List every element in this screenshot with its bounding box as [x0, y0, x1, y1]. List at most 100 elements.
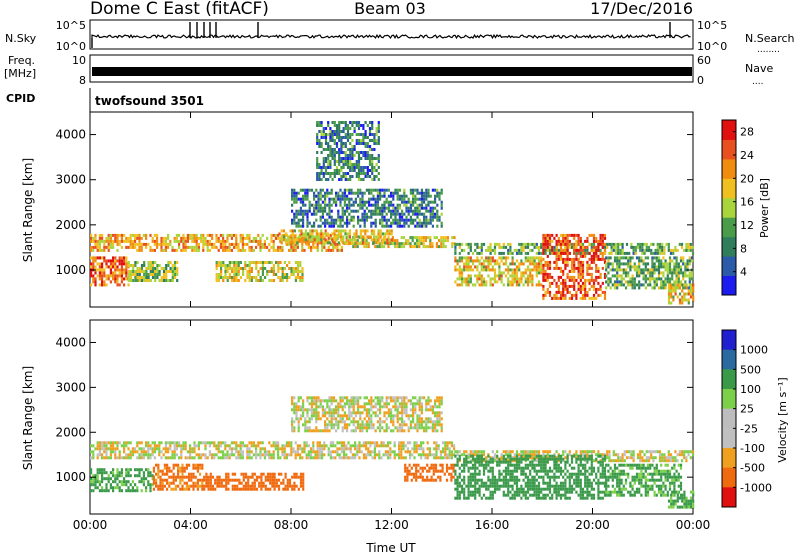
heatmap-cell	[299, 444, 302, 448]
heatmap-cell	[409, 221, 412, 225]
heatmap-cell	[491, 268, 494, 272]
heatmap-cell	[304, 209, 307, 213]
heatmap-cell	[417, 444, 420, 448]
heatmap-cell	[315, 209, 318, 213]
heatmap-cell	[533, 450, 536, 454]
heatmap-cell	[653, 283, 656, 287]
heatmap-cell	[562, 272, 565, 276]
heatmap-cell	[182, 242, 185, 246]
heatmap-cell	[624, 274, 628, 278]
heatmap-cell	[581, 287, 585, 291]
heatmap-cell	[668, 259, 672, 263]
heatmap-cell	[638, 271, 641, 275]
heatmap-cell	[351, 444, 354, 448]
heatmap-cell	[195, 453, 198, 457]
heatmap-cell	[679, 256, 683, 260]
heatmap-cell	[155, 478, 158, 482]
heatmap-cell	[368, 154, 372, 157]
heatmap-cell	[425, 209, 428, 213]
heatmap-cell	[592, 254, 596, 258]
heatmap-cell	[136, 474, 139, 478]
heatmap-cell	[204, 239, 207, 243]
heatmap-cell	[557, 251, 560, 255]
heatmap-cell	[454, 280, 457, 284]
heatmap-cell	[683, 298, 686, 302]
heatmap-cell	[327, 121, 330, 124]
colorbar-swatch	[722, 158, 736, 179]
heatmap-cell	[271, 478, 274, 482]
heatmap-cell	[660, 277, 663, 281]
heatmap-cell	[645, 450, 648, 454]
heatmap-cell	[230, 248, 233, 252]
heatmap-cell	[272, 444, 275, 448]
heatmap-cell	[412, 212, 415, 216]
heatmap-cell	[504, 259, 508, 263]
heatmap-cell	[272, 456, 275, 460]
heatmap-cell	[341, 197, 344, 201]
heatmap-cell	[213, 456, 216, 460]
heatmap-cell	[422, 236, 425, 240]
heatmap-cell	[504, 256, 508, 260]
heatmap-cell	[291, 429, 294, 433]
heatmap-cell	[425, 203, 428, 207]
heatmap-cell	[689, 283, 693, 287]
heatmap-cell	[281, 270, 284, 273]
heatmap-cell	[318, 130, 321, 133]
heatmap-cell	[142, 447, 145, 451]
heatmap-cell	[355, 142, 358, 145]
heatmap-cell	[435, 441, 438, 445]
heatmap-cell	[321, 248, 324, 252]
heatmap-cell	[302, 215, 305, 219]
heatmap-cell	[515, 450, 519, 454]
heatmap-cell	[235, 270, 238, 273]
heatmap-cell	[444, 236, 447, 240]
heatmap-cell	[606, 242, 609, 246]
heatmap-cell	[575, 233, 578, 237]
heatmap-cell	[562, 251, 565, 255]
heatmap-cell	[671, 268, 674, 272]
heatmap-cell	[222, 276, 225, 279]
heatmap-cell	[178, 245, 181, 249]
heatmap-cell	[351, 241, 354, 245]
heatmap-cell	[412, 203, 415, 207]
heatmap-cell	[362, 136, 365, 139]
heatmap-cell	[258, 481, 261, 485]
heatmap-cell	[136, 273, 139, 276]
heatmap-cell	[348, 200, 351, 204]
heatmap-cell	[660, 259, 663, 263]
heatmap-cell	[231, 487, 234, 491]
heatmap-cell	[233, 279, 236, 282]
heatmap-cell	[324, 142, 328, 145]
heatmap-cell	[636, 453, 640, 457]
heatmap-cell	[363, 245, 366, 249]
heatmap-cell	[346, 124, 350, 127]
heatmap-cell	[515, 280, 519, 284]
heatmap-cell	[346, 232, 349, 236]
heatmap-cell	[340, 136, 343, 139]
heatmap-cell	[474, 242, 477, 246]
heatmap-cell	[101, 236, 104, 240]
heatmap-cell	[344, 133, 347, 136]
heatmap-cell	[336, 450, 339, 454]
heatmap-cell	[460, 280, 464, 284]
heatmap-cell	[293, 197, 296, 201]
heatmap-cell	[125, 444, 128, 448]
heatmap-cell	[485, 265, 488, 269]
heatmap-cell	[297, 209, 300, 213]
heatmap-cell	[546, 260, 549, 264]
heatmap-cell	[366, 157, 369, 160]
heatmap-cell	[340, 248, 343, 252]
heatmap-cell	[180, 453, 183, 457]
heatmap-cell	[191, 248, 194, 252]
heatmap-cell	[112, 441, 115, 445]
heatmap-cell	[329, 148, 332, 151]
heatmap-cell	[456, 242, 459, 246]
heatmap-cell	[188, 463, 191, 467]
heatmap-cell	[413, 444, 416, 448]
heatmap-cell	[330, 224, 333, 228]
heatmap-cell	[364, 166, 367, 169]
heatmap-cell	[674, 459, 677, 463]
heatmap-cell	[531, 259, 534, 263]
heatmap-cell	[675, 256, 678, 260]
heatmap-cell	[559, 233, 563, 237]
